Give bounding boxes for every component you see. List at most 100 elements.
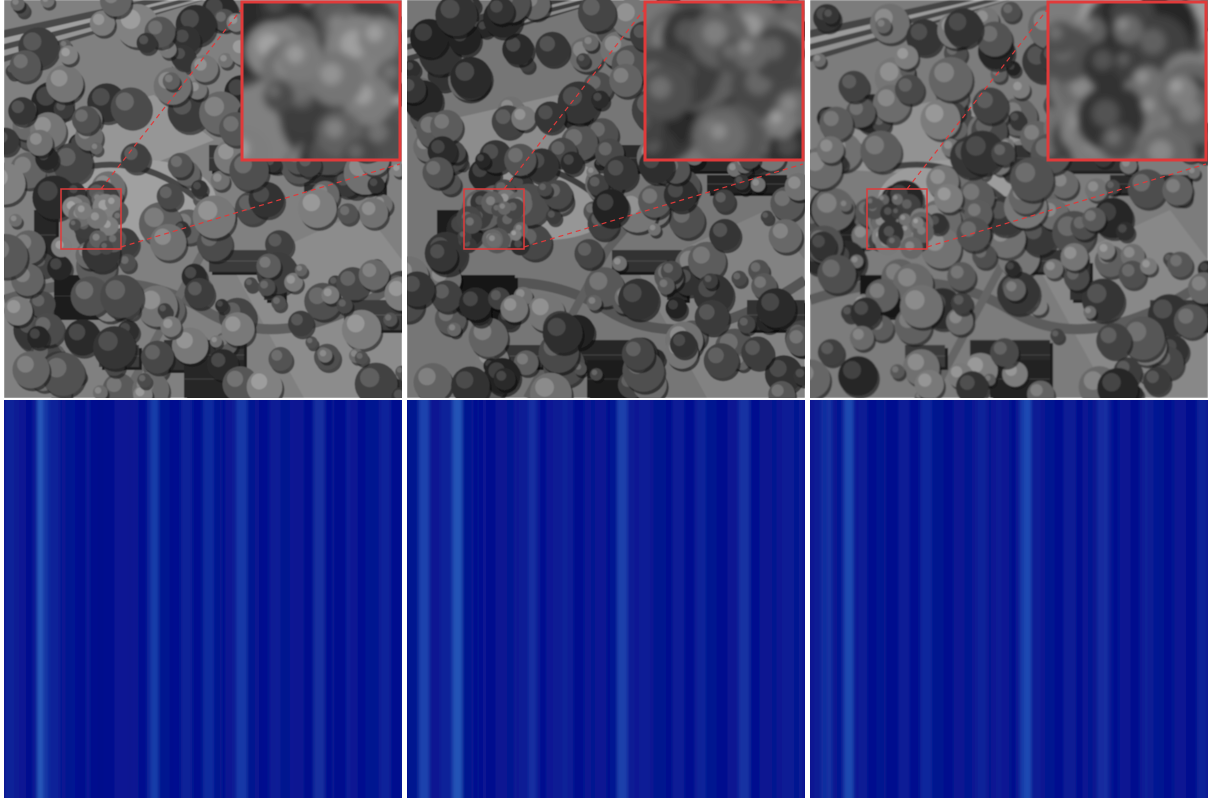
error-stripe xyxy=(1108,400,1121,798)
error-stripe xyxy=(1020,400,1032,798)
error-stripe xyxy=(92,400,104,798)
error-stripe xyxy=(335,400,348,798)
error-stripe xyxy=(440,400,452,798)
error-stripe xyxy=(528,400,541,798)
error-stripe xyxy=(484,400,496,798)
error-stripe xyxy=(225,400,237,798)
error-stripe xyxy=(810,400,822,798)
error-stripe xyxy=(15,400,27,798)
error-map-panel-2 xyxy=(407,400,805,798)
error-stripe xyxy=(506,400,519,798)
error-stripe xyxy=(1064,400,1076,798)
error-stripe xyxy=(158,400,171,798)
aerial-scene-2 xyxy=(407,0,805,398)
error-map-panel-3 xyxy=(810,400,1208,798)
error-stripe xyxy=(451,400,463,798)
error-stripe xyxy=(418,400,430,798)
error-stripe xyxy=(843,400,855,798)
aerial-scene-1 xyxy=(4,0,402,398)
error-stripe xyxy=(727,400,740,798)
error-stripe xyxy=(269,400,281,798)
error-stripe xyxy=(898,400,910,798)
highlight-box xyxy=(463,188,525,250)
error-stripe xyxy=(716,400,729,798)
error-stripe xyxy=(357,400,370,798)
error-stripe xyxy=(942,400,955,798)
error-stripe xyxy=(964,400,977,798)
error-stripe xyxy=(368,400,381,798)
error-stripe xyxy=(495,400,507,798)
error-stripe xyxy=(997,400,1010,798)
error-stripe xyxy=(572,400,585,798)
error-stripe xyxy=(738,400,751,798)
zoom-connector-line xyxy=(100,5,245,190)
error-stripe xyxy=(1119,400,1132,798)
error-stripe xyxy=(661,400,673,798)
aerial-image-panel-2 xyxy=(407,0,805,398)
error-stripe xyxy=(539,400,552,798)
error-stripe xyxy=(617,400,629,798)
error-stripe xyxy=(561,400,574,798)
error-stripe xyxy=(749,400,762,798)
error-stripe xyxy=(4,400,16,798)
error-stripe xyxy=(683,400,695,798)
error-stripe xyxy=(821,400,833,798)
aerial-scene-3 xyxy=(810,0,1208,398)
highlight-box xyxy=(866,188,928,250)
error-map-1 xyxy=(4,400,402,798)
error-stripe xyxy=(1130,400,1143,798)
error-stripe xyxy=(909,400,922,798)
error-stripe xyxy=(865,400,877,798)
error-stripe xyxy=(920,400,933,798)
error-stripe xyxy=(1174,400,1187,798)
zoom-inset xyxy=(240,0,402,162)
error-stripe xyxy=(760,400,773,798)
error-map-3 xyxy=(810,400,1208,798)
error-stripe xyxy=(1097,400,1109,798)
error-stripe xyxy=(1163,400,1176,798)
error-stripe xyxy=(70,400,82,798)
error-stripe xyxy=(705,400,718,798)
error-stripe xyxy=(1053,400,1065,798)
zoom-inset xyxy=(1046,0,1208,162)
error-stripe xyxy=(1152,400,1165,798)
zoom-connector-line xyxy=(503,5,648,190)
error-stripe xyxy=(931,400,944,798)
aerial-image-panel-1 xyxy=(4,0,402,398)
zoom-connector-line xyxy=(926,163,1207,248)
error-stripe xyxy=(114,400,127,798)
error-stripe xyxy=(390,400,402,798)
zoom-connector-line xyxy=(523,163,804,248)
error-stripe xyxy=(1009,400,1021,798)
error-stripe xyxy=(125,400,138,798)
error-stripe xyxy=(1196,400,1208,798)
error-stripe xyxy=(876,400,888,798)
error-stripe xyxy=(147,400,160,798)
error-stripe xyxy=(429,400,441,798)
error-stripe xyxy=(346,400,359,798)
error-stripe xyxy=(1185,400,1198,798)
error-stripe xyxy=(291,400,303,798)
error-stripe xyxy=(594,400,607,798)
error-stripe xyxy=(313,400,326,798)
error-stripe xyxy=(180,400,193,798)
error-stripe xyxy=(650,400,662,798)
error-stripe xyxy=(782,400,795,798)
error-stripe xyxy=(247,400,259,798)
zoom-inset xyxy=(643,0,805,162)
error-stripe xyxy=(136,400,149,798)
error-stripe xyxy=(639,400,651,798)
error-stripe xyxy=(1141,400,1154,798)
error-stripe xyxy=(37,400,49,798)
aerial-image-panel-3 xyxy=(810,0,1208,398)
error-stripe xyxy=(302,400,315,798)
error-stripe xyxy=(203,400,215,798)
error-stripe xyxy=(236,400,248,798)
error-stripe xyxy=(324,400,337,798)
error-map-panel-1 xyxy=(4,400,402,798)
error-stripe xyxy=(26,400,38,798)
error-stripe xyxy=(887,400,899,798)
error-stripe xyxy=(462,400,474,798)
zoom-connector-line xyxy=(906,5,1051,190)
